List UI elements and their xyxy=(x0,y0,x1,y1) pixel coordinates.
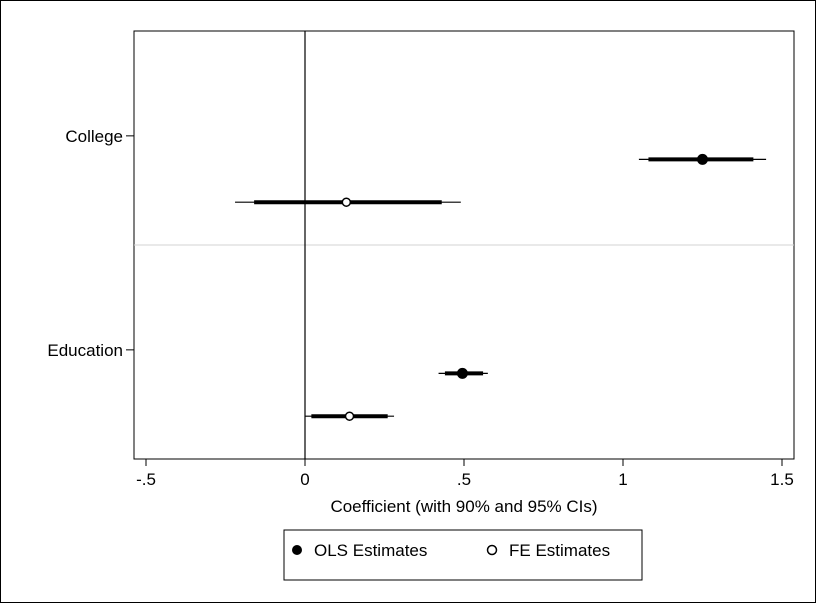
y-tick-label: Education xyxy=(47,341,123,360)
ols-estimates-education-point xyxy=(456,367,468,379)
fe-estimates-education-point xyxy=(344,411,355,421)
legend-box xyxy=(283,529,643,581)
x-tick-label: 1 xyxy=(618,470,627,489)
ols-estimates-college-point xyxy=(697,153,708,165)
x-tick-label: 0 xyxy=(300,470,309,489)
x-tick-label: 1.5 xyxy=(770,470,794,489)
legend-fe-label: FE Estimates xyxy=(509,541,610,560)
fe-estimates-college-point xyxy=(341,197,352,207)
x-axis-label: Coefficient (with 90% and 95% CIs) xyxy=(330,497,597,516)
legend-ols-label: OLS Estimates xyxy=(314,541,427,560)
legend-ols-marker xyxy=(292,545,302,555)
x-tick-label: .5 xyxy=(457,470,471,489)
x-tick-label: -.5 xyxy=(136,470,156,489)
y-tick-label: College xyxy=(65,127,123,146)
legend-fe-marker xyxy=(486,544,498,556)
